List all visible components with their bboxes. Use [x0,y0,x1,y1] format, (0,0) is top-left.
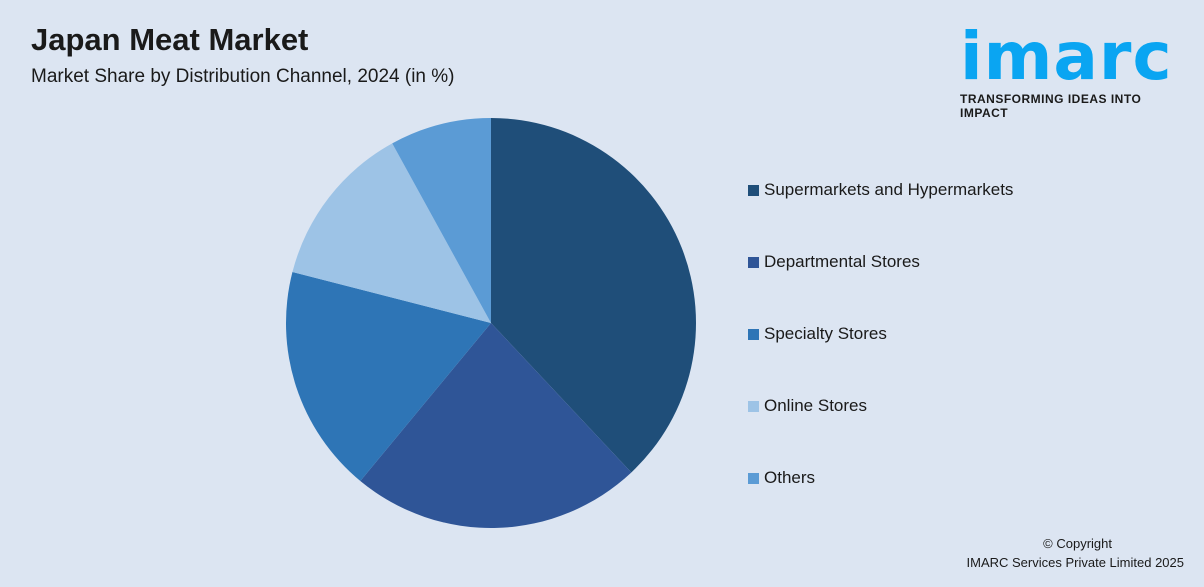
chart-subtitle: Market Share by Distribution Channel, 20… [31,66,455,87]
pie-slice-online-stores [292,143,491,323]
legend-item: Others [748,468,815,488]
legend-item: Supermarkets and Hypermarkets [748,180,1013,200]
legend-item: Specialty Stores [748,324,887,344]
legend-item: Online Stores [748,396,867,416]
copyright: © Copyright IMARC Services Private Limit… [967,534,1184,572]
logo-tagline: TRANSFORMING IDEAS INTO IMPACT [960,92,1142,120]
pie-slice-supermarkets-and-hypermarkets [491,118,696,473]
pie-slice-specialty-stores [286,272,491,481]
legend-label: Supermarkets and Hypermarkets [764,180,1014,199]
legend-swatch [748,328,759,340]
legend-item: Departmental Stores [748,252,920,272]
pie-slice-departmental-stores [360,323,632,528]
logo-word: imarc [960,18,1173,95]
legend-label: Online Stores [764,396,867,415]
legend-swatch [748,256,759,268]
legend-label: Specialty Stores [764,324,887,343]
copyright-label: © Copyright [1043,536,1112,551]
legend-label: Others [764,468,816,487]
copyright-company: IMARC Services Private Limited 2025 [966,555,1184,570]
imarc-logo: imarc TRANSFORMING IDEAS INTO IMPACT [960,18,1192,121]
pie-slice-others [392,118,491,323]
legend-label: Departmental Stores [764,252,920,271]
legend-swatch [748,400,759,412]
chart-title: Japan Meat Market [31,22,309,57]
legend-swatch [748,184,759,196]
legend-swatch [748,472,759,484]
